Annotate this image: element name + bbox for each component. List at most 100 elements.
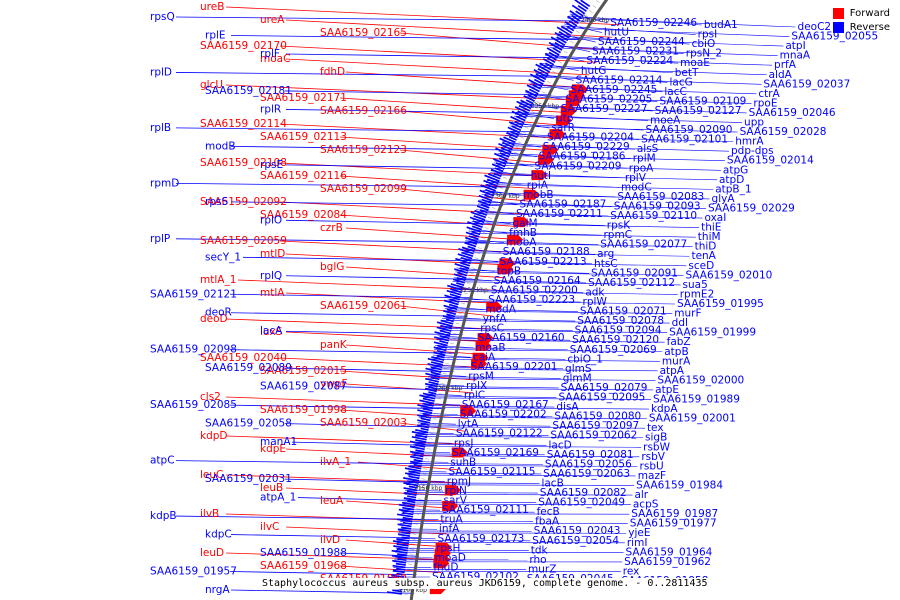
gene-label: rpsJ	[454, 437, 474, 449]
reverse-feature-block	[494, 152, 509, 161]
gene-label: SAA6159_02202	[460, 409, 547, 421]
gene-label: thiE	[701, 222, 721, 234]
gene-label: bglG	[320, 261, 344, 273]
reverse-feature-block	[566, 25, 575, 32]
reverse-feature-block	[436, 349, 446, 354]
label-leader-line	[430, 364, 469, 368]
label-leader-line	[339, 175, 536, 190]
reverse-feature-block	[537, 68, 549, 76]
gene-label: manA1	[260, 436, 297, 448]
label-leader-line	[339, 409, 468, 419]
gene-label: SAA6159_02069	[570, 344, 657, 356]
gene-label: atpA_1	[260, 492, 296, 504]
reverse-feature-block	[575, 10, 584, 17]
reverse-feature-block	[459, 267, 469, 272]
gene-label: SAA6159_02037	[763, 78, 850, 90]
reverse-feature-block	[422, 392, 436, 398]
reverse-feature-block	[490, 168, 503, 175]
forward-feature-arrow	[471, 358, 488, 369]
gene-label: SAA6159_02062	[550, 430, 637, 442]
reverse-feature-block	[466, 226, 482, 233]
reverse-feature-block	[398, 503, 415, 509]
reverse-feature-block	[498, 157, 508, 163]
legend-forward: Forward	[832, 8, 890, 19]
gene-label: thiD	[695, 241, 717, 253]
label-leader-line	[285, 53, 572, 59]
reverse-feature-block	[580, 0, 591, 8]
axis-minor-tick	[423, 468, 428, 470]
label-leader-line	[291, 441, 438, 446]
gene-label: SAA6159_02080	[554, 411, 641, 423]
legend: Forward Reverse	[832, 8, 890, 36]
gene-label: rpoA	[629, 162, 654, 174]
gene-label: rplQ	[260, 270, 282, 282]
forward-feature-arrow	[442, 500, 459, 511]
gene-label: SAA6159_02084	[260, 209, 347, 221]
reverse-feature-block	[391, 574, 405, 578]
reverse-feature-block	[410, 460, 423, 465]
reverse-feature-block	[533, 69, 548, 78]
reverse-feature-block	[422, 402, 434, 407]
gene-label: rplP	[150, 233, 170, 245]
gene-label: murZ	[528, 563, 556, 575]
gene-label: kdpE	[260, 443, 286, 455]
axis-minor-tick	[416, 508, 421, 510]
reverse-feature-block	[554, 31, 569, 42]
label-leader-line	[409, 465, 638, 467]
gene-label: SAA6159_02165	[320, 27, 407, 39]
label-leader-line	[455, 271, 684, 276]
gene-label: SAA6159_02205	[565, 93, 652, 105]
label-leader-line	[481, 193, 710, 200]
label-leader-line	[230, 589, 415, 594]
gene-label: SAA6159_02114	[200, 118, 287, 130]
label-leader-line	[496, 154, 725, 162]
gene-label: SAA6159_02059	[200, 235, 287, 247]
reverse-feature-block	[495, 147, 511, 156]
gene-label: rplO	[260, 214, 282, 226]
axis-tick-label: 2250 kbp	[460, 287, 488, 294]
gene-label: atpA	[660, 365, 685, 377]
label-leader-line	[464, 242, 693, 247]
label-leader-line	[225, 435, 463, 445]
reverse-feature-block	[465, 231, 480, 238]
reverse-feature-block	[517, 110, 528, 117]
gene-label: cbiO_1	[567, 353, 603, 365]
gene-label: kdpB	[150, 510, 177, 522]
reverse-feature-block	[477, 200, 491, 207]
label-leader-line	[436, 339, 665, 343]
gene-label: SAA6159_02003	[320, 417, 407, 429]
reverse-feature-block	[413, 453, 424, 458]
reverse-feature-block	[487, 173, 501, 180]
axis-minor-tick	[474, 257, 479, 260]
gene-label: infA	[439, 523, 460, 535]
gene-label: rplM	[633, 153, 656, 165]
reverse-feature-block	[523, 95, 535, 102]
reverse-feature-block	[507, 126, 521, 134]
label-leader-line	[285, 219, 497, 225]
label-leader-line	[509, 125, 738, 133]
gene-label: deoD	[200, 313, 228, 325]
gene-label: kdpD	[200, 430, 228, 442]
axis-minor-tick	[463, 292, 468, 295]
gene-label: atpB	[664, 346, 688, 358]
axis-minor-tick	[448, 347, 453, 350]
label-leader-line	[434, 349, 663, 353]
label-leader-line	[285, 330, 463, 336]
label-leader-line	[529, 84, 663, 93]
gene-label: ywpF	[320, 378, 348, 390]
reverse-feature-block	[453, 273, 467, 279]
reverse-feature-block	[492, 158, 507, 165]
gene-label: htsC	[594, 258, 618, 270]
reverse-feature-block	[514, 106, 530, 115]
reverse-feature-block	[403, 482, 419, 487]
reverse-feature-block	[434, 331, 451, 337]
label-leader-line	[485, 184, 714, 190]
gene-label: fmhB	[509, 227, 537, 239]
reverse-feature-block	[409, 440, 426, 446]
reverse-feature-block	[431, 356, 445, 361]
reverse-feature-block	[471, 225, 482, 231]
axis-minor-tick	[487, 217, 492, 219]
label-leader-line	[279, 123, 557, 139]
reverse-feature-block	[481, 198, 492, 204]
gene-label: SAA6159_01977	[630, 518, 717, 530]
